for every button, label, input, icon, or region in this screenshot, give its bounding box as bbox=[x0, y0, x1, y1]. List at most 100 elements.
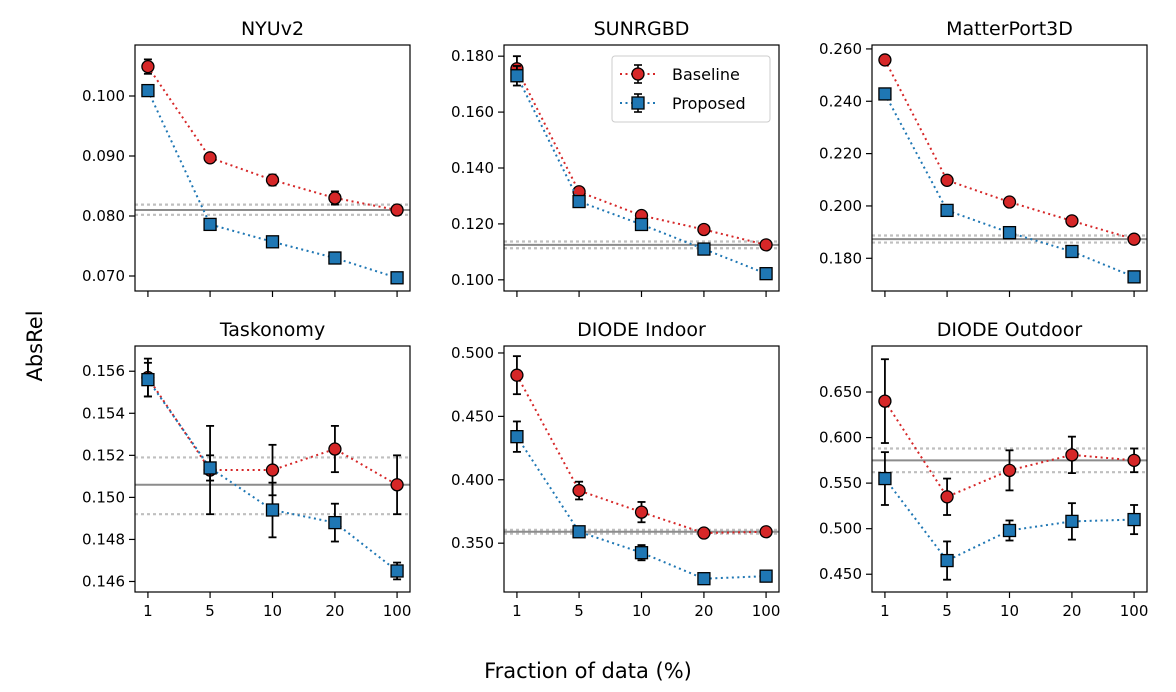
y-tick-label: 0.100 bbox=[82, 87, 125, 105]
subplot-title: NYUv2 bbox=[241, 18, 304, 40]
subplot-title: Taskonomy bbox=[219, 319, 325, 341]
data-point bbox=[1127, 453, 1141, 467]
data-point bbox=[1065, 514, 1079, 529]
data-point bbox=[878, 87, 892, 101]
data-point bbox=[1065, 244, 1079, 259]
series-proposed bbox=[141, 83, 404, 285]
series-proposed bbox=[878, 451, 1141, 581]
x-tick-label: 20 bbox=[325, 602, 344, 620]
data-point bbox=[940, 490, 954, 504]
data-point bbox=[203, 151, 217, 165]
y-tick-label: 0.600 bbox=[819, 429, 862, 447]
y-tick-label: 0.550 bbox=[819, 474, 862, 492]
data-point bbox=[572, 194, 586, 209]
data-point bbox=[634, 546, 649, 560]
data-point bbox=[759, 525, 773, 539]
data-point bbox=[328, 191, 342, 205]
y-tick-label: 0.156 bbox=[82, 362, 125, 380]
series-baseline bbox=[878, 53, 1141, 246]
subplot-grid: 0.070 0.080 0.090 0.100 NYUv2 0.100 0.120 0.140… bbox=[82, 18, 1148, 620]
data-point bbox=[1002, 523, 1017, 538]
data-point bbox=[203, 461, 217, 475]
data-point bbox=[328, 251, 342, 265]
subplot-title: SUNRGBD bbox=[594, 18, 690, 40]
data-point bbox=[1002, 225, 1017, 240]
data-point bbox=[940, 173, 954, 187]
data-point bbox=[697, 222, 711, 237]
y-tick-label: 0.450 bbox=[819, 565, 862, 583]
y-tick-label: 0.450 bbox=[451, 407, 494, 425]
y-tick-label: 0.070 bbox=[82, 267, 125, 285]
data-point bbox=[634, 505, 649, 519]
series-baseline bbox=[878, 358, 1141, 516]
data-point bbox=[141, 372, 155, 387]
subplot-sunrgbd: 0.100 0.120 0.140 0.160 0.180 SUNRGBD bbox=[451, 18, 780, 297]
series-proposed bbox=[141, 361, 404, 581]
y-tick-label: 0.180 bbox=[819, 249, 862, 267]
y-tick-label: 0.240 bbox=[819, 92, 862, 110]
data-point bbox=[390, 271, 404, 285]
x-tick-label: 100 bbox=[383, 602, 412, 620]
x-tick-label: 5 bbox=[574, 602, 584, 620]
x-tick-label: 5 bbox=[205, 602, 215, 620]
data-point bbox=[572, 483, 586, 498]
y-tick-label: 0.152 bbox=[82, 446, 125, 464]
x-tick-label: 20 bbox=[694, 602, 713, 620]
y-tick-label: 0.146 bbox=[82, 572, 125, 590]
series-line bbox=[147, 90, 398, 279]
data-point bbox=[634, 217, 649, 232]
subplot-title: DIODE Outdoor bbox=[937, 319, 1083, 341]
x-tick-label: 100 bbox=[752, 602, 781, 620]
legend-label: Baseline bbox=[672, 65, 740, 84]
data-point bbox=[940, 553, 954, 568]
y-tick-label: 0.260 bbox=[819, 40, 862, 58]
series-proposed bbox=[510, 65, 773, 281]
subplot-title: DIODE Indoor bbox=[577, 319, 706, 341]
x-tick-label: 1 bbox=[880, 602, 890, 620]
y-tick-label: 0.500 bbox=[451, 344, 494, 362]
y-tick-label: 0.148 bbox=[82, 530, 125, 548]
y-tick-label: 0.500 bbox=[819, 520, 862, 538]
data-point bbox=[697, 526, 711, 540]
data-point bbox=[878, 394, 892, 408]
data-point bbox=[141, 59, 155, 74]
y-tick-label: 0.650 bbox=[819, 383, 862, 401]
y-tick-label: 0.100 bbox=[451, 271, 494, 289]
data-point bbox=[759, 238, 773, 252]
data-point bbox=[390, 564, 404, 578]
data-point bbox=[1065, 448, 1079, 462]
data-point bbox=[328, 442, 342, 456]
y-tick-label: 0.080 bbox=[82, 207, 125, 225]
y-tick-label: 0.180 bbox=[451, 47, 494, 65]
y-tick-label: 0.400 bbox=[451, 471, 494, 489]
data-point bbox=[265, 503, 280, 517]
series-proposed bbox=[510, 420, 773, 586]
data-point bbox=[1065, 214, 1079, 228]
data-point bbox=[390, 478, 404, 492]
data-point bbox=[1127, 232, 1141, 246]
data-point bbox=[390, 203, 404, 217]
data-point bbox=[572, 525, 586, 539]
data-point bbox=[878, 53, 892, 67]
y-tick-label: 0.160 bbox=[451, 103, 494, 121]
series-line bbox=[516, 75, 767, 275]
y-tick-label: 0.090 bbox=[82, 147, 125, 165]
series-proposed bbox=[878, 87, 1141, 284]
data-point bbox=[510, 430, 524, 444]
legend-marker bbox=[631, 67, 645, 81]
x-tick-label: 10 bbox=[632, 602, 651, 620]
y-tick-label: 0.150 bbox=[82, 488, 125, 506]
subplot-matterport3d: 0.180 0.200 0.220 0.240 0.260 MatterPort3D bbox=[819, 18, 1148, 297]
x-axis-label: Fraction of data (%) bbox=[484, 659, 692, 683]
data-point bbox=[940, 203, 954, 218]
y-tick-label: 0.350 bbox=[451, 534, 494, 552]
legend: Baseline Proposed bbox=[611, 55, 771, 123]
data-point bbox=[759, 569, 773, 583]
data-point bbox=[141, 83, 155, 98]
data-point bbox=[1002, 463, 1017, 478]
subplot-taskonomy: 0.146 0.148 0.150 0.152 0.154 0.156 1 5 10 20 100 T… bbox=[82, 319, 411, 620]
x-tick-label: 1 bbox=[143, 602, 153, 620]
subplot-diode-outdoor: 0.450 0.500 0.550 0.600 0.650 1 5 10 20 100 DIODE … bbox=[819, 319, 1148, 620]
data-point bbox=[265, 463, 280, 477]
